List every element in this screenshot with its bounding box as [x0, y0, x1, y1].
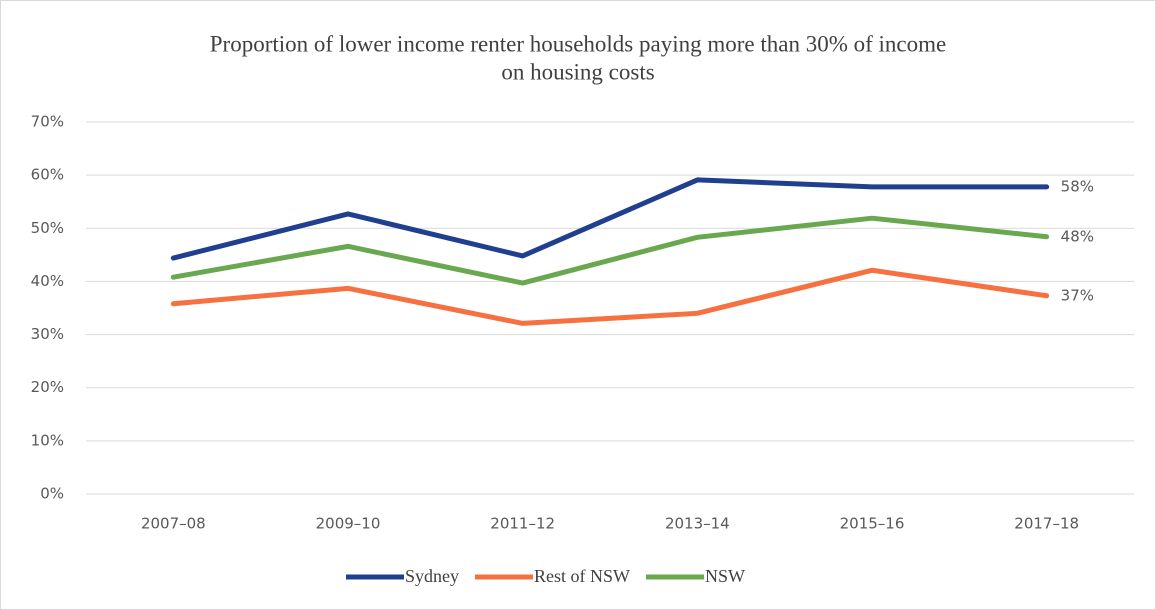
- data-label: 37%: [1061, 286, 1094, 304]
- y-tick-label: 10%: [31, 431, 64, 449]
- data-label: 48%: [1061, 227, 1094, 245]
- chart-title: on housing costs: [501, 59, 654, 84]
- series-line: [170, 215, 1050, 286]
- y-tick-label: 70%: [31, 113, 64, 131]
- legend-label: NSW: [705, 566, 745, 586]
- legend-label: Sydney: [405, 566, 459, 586]
- data-label: 58%: [1061, 177, 1094, 195]
- series-line: [170, 267, 1050, 326]
- chart-title: Proportion of lower income renter househ…: [210, 31, 946, 56]
- y-tick-label: 40%: [31, 272, 64, 290]
- series-line: [170, 177, 1050, 261]
- x-tick-label: 2011–12: [490, 515, 555, 533]
- y-tick-label: 50%: [31, 219, 64, 237]
- y-tick-label: 0%: [40, 485, 64, 503]
- legend-label: Rest of NSW: [534, 566, 630, 586]
- y-tick-label: 30%: [31, 325, 64, 343]
- x-tick-label: 2015–16: [840, 515, 905, 533]
- x-tick-label: 2017–18: [1014, 515, 1079, 533]
- y-tick-label: 20%: [31, 378, 64, 396]
- y-tick-label: 60%: [31, 166, 64, 184]
- x-tick-label: 2009–10: [316, 515, 381, 533]
- x-tick-label: 2007–08: [141, 515, 206, 533]
- x-tick-label: 2013–14: [665, 515, 730, 533]
